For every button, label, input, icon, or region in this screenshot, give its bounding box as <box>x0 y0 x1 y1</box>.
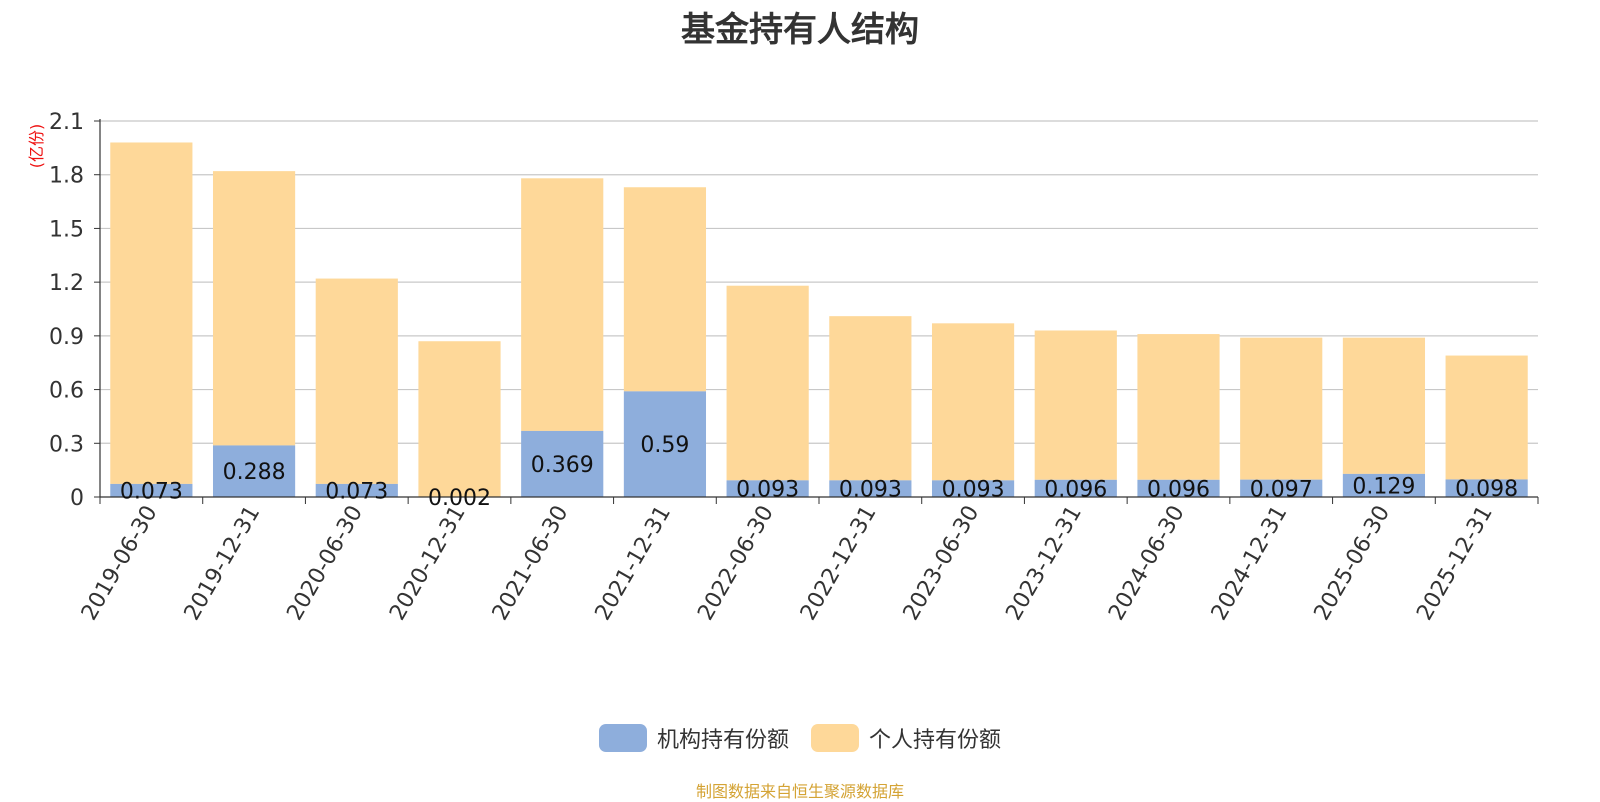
x-tick-label: 2019-06-30 <box>77 502 163 625</box>
y-tick-label: 1.8 <box>49 164 84 189</box>
data-label-institutional: 0.002 <box>428 486 491 511</box>
y-tick-label: 1.2 <box>49 271 84 296</box>
data-label-institutional: 0.129 <box>1352 474 1415 499</box>
x-tick-label: 2023-06-30 <box>899 502 985 625</box>
legend-label-institutional: 机构持有份额 <box>657 722 789 754</box>
bar-individual <box>624 187 706 391</box>
x-tick-label: 2022-12-31 <box>796 502 882 625</box>
data-label-institutional: 0.59 <box>640 433 689 458</box>
y-tick-label: 0.6 <box>49 379 84 404</box>
data-label-institutional: 0.098 <box>1455 477 1518 502</box>
x-tick-label: 2020-06-30 <box>282 502 368 625</box>
x-tick-label: 2019-12-31 <box>180 502 266 625</box>
legend-item-institutional[interactable]: 机构持有份额 <box>599 722 789 754</box>
bar-individual <box>418 341 500 496</box>
data-label-institutional: 0.096 <box>1044 477 1107 502</box>
bar-individual <box>1240 338 1322 480</box>
bar-individual <box>316 279 398 484</box>
bar-individual <box>110 142 192 483</box>
y-axis-label: (亿份) <box>27 124 46 169</box>
y-tick-label: 0.3 <box>49 432 84 457</box>
legend-item-individual[interactable]: 个人持有份额 <box>811 722 1001 754</box>
data-label-institutional: 0.097 <box>1250 477 1313 502</box>
y-tick-label: 0 <box>70 486 84 511</box>
x-tick-label: 2022-06-30 <box>693 502 779 625</box>
data-label-institutional: 0.093 <box>839 478 902 503</box>
data-label-institutional: 0.073 <box>120 479 183 504</box>
legend-swatch-institutional <box>599 724 647 752</box>
bar-individual <box>727 286 809 481</box>
bar-individual <box>1035 330 1117 479</box>
bar-individual <box>213 171 295 445</box>
x-tick-label: 2025-06-30 <box>1310 502 1396 625</box>
legend: 机构持有份额 个人持有份额 <box>0 722 1600 754</box>
x-tick-label: 2024-12-31 <box>1207 502 1293 625</box>
bar-individual <box>1137 334 1219 480</box>
bar-individual <box>932 323 1014 480</box>
x-tick-label: 2024-06-30 <box>1104 502 1190 625</box>
data-label-institutional: 0.093 <box>736 478 799 503</box>
x-tick-label: 2023-12-31 <box>1001 502 1087 625</box>
data-label-institutional: 0.093 <box>942 478 1005 503</box>
bar-individual <box>1343 338 1425 474</box>
data-source-note: 制图数据来自恒生聚源数据库 <box>0 778 1600 802</box>
y-tick-label: 2.1 <box>49 110 84 135</box>
x-tick-label: 2021-12-31 <box>591 502 677 625</box>
legend-swatch-individual <box>811 724 859 752</box>
bar-individual <box>521 178 603 431</box>
y-tick-label: 0.9 <box>49 325 84 350</box>
data-label-institutional: 0.096 <box>1147 477 1210 502</box>
legend-label-individual: 个人持有份额 <box>869 722 1001 754</box>
data-label-institutional: 0.073 <box>325 479 388 504</box>
x-tick-label: 2020-12-31 <box>385 502 471 625</box>
x-tick-label: 2025-12-31 <box>1412 502 1498 625</box>
y-tick-label: 1.5 <box>49 217 84 242</box>
data-label-institutional: 0.288 <box>223 460 286 485</box>
bar-individual <box>1446 356 1528 480</box>
x-tick-label: 2021-06-30 <box>488 502 574 625</box>
data-label-institutional: 0.369 <box>531 453 594 478</box>
bar-individual <box>829 316 911 480</box>
